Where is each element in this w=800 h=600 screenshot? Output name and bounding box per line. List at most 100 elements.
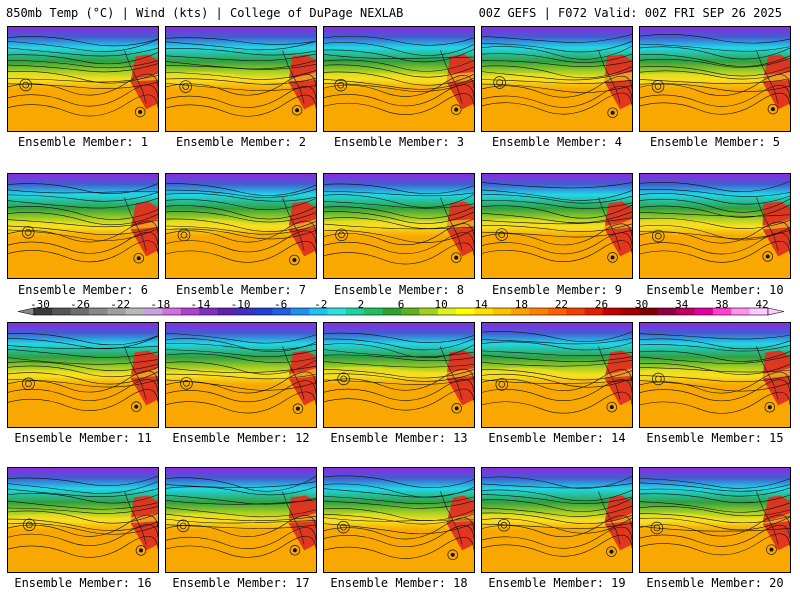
colorbar-bin [70, 308, 90, 315]
colorbar-tick-label: -30 [30, 298, 50, 311]
colorbar-bin [125, 308, 145, 315]
ensemble-map-19 [481, 467, 633, 573]
colorbar-bin [144, 308, 163, 315]
colorbar-bin [712, 308, 732, 315]
ensemble-map-17 [165, 467, 317, 573]
ensemble-member-label: Ensemble Member: 19 [488, 576, 626, 590]
ensemble-member-label: Ensemble Member: 8 [333, 283, 465, 297]
colorbar-tick-label: -10 [230, 298, 251, 311]
colorbar-tick-label: 2 [357, 298, 365, 311]
colorbar-bin [254, 308, 273, 315]
colorbar-bin [309, 308, 328, 315]
colorbar-tick-label: 22 [554, 298, 569, 311]
ensemble-member-label: Ensemble Member: 4 [491, 135, 623, 149]
colorbar-bin [290, 308, 310, 315]
ensemble-map-11 [7, 322, 159, 428]
colorbar-bin [456, 308, 475, 315]
colorbar-tick-label: -2 [314, 298, 328, 311]
run-valid-time: 00Z GEFS | F072 Valid: 00Z FRI SEP 26 20… [478, 6, 782, 20]
ensemble-member-label: Ensemble Member: 1 [17, 135, 149, 149]
colorbar-bin [199, 308, 218, 315]
colorbar-bin [162, 308, 182, 315]
ensemble-member-label: Ensemble Member: 10 [646, 283, 784, 297]
colorbar-bin [511, 308, 530, 315]
colorbar-bin [676, 308, 695, 315]
colorbar-bin [107, 308, 127, 315]
ensemble-map-12 [165, 322, 317, 428]
temperature-colorbar [17, 307, 785, 316]
colorbar-tick-label: 30 [635, 298, 649, 311]
ensemble-map-1 [7, 26, 159, 132]
ensemble-map-6 [7, 173, 159, 279]
colorbar-bin [34, 308, 53, 315]
colorbar-bin [364, 308, 383, 315]
ensemble-map-8 [323, 173, 475, 279]
colorbar-bin [547, 308, 567, 315]
colorbar-bin [492, 308, 512, 315]
ensemble-map-18 [323, 467, 475, 573]
colorbar-bin [217, 308, 237, 315]
ensemble-map-7 [165, 173, 317, 279]
ensemble-member-label: Ensemble Member: 16 [14, 576, 152, 590]
ensemble-member-label: Ensemble Member: 13 [330, 431, 468, 445]
ensemble-map-14 [481, 322, 633, 428]
ensemble-map-9 [481, 173, 633, 279]
ensemble-member-label: Ensemble Member: 12 [172, 431, 310, 445]
colorbar-bin [180, 308, 200, 315]
colorbar-bin [529, 308, 549, 315]
ensemble-map-10 [639, 173, 791, 279]
colorbar-tick-label: 14 [474, 298, 488, 311]
colorbar-bin [89, 308, 108, 315]
colorbar-bin [621, 308, 640, 315]
colorbar-bin [474, 308, 494, 315]
colorbar-tick-label: 42 [755, 298, 769, 311]
colorbar-bin [272, 308, 292, 315]
ensemble-member-label: Ensemble Member: 6 [17, 283, 149, 297]
colorbar-tick-label: -18 [150, 298, 171, 311]
colorbar-bin [52, 308, 71, 315]
colorbar-bin [566, 308, 585, 315]
ensemble-member-label: Ensemble Member: 11 [14, 431, 152, 445]
ensemble-map-20 [639, 467, 791, 573]
map-title: 850mb Temp (°C) | Wind (kts) | College o… [6, 6, 404, 20]
colorbar-tick-label: 26 [594, 298, 609, 311]
ensemble-map-4 [481, 26, 633, 132]
ensemble-map-5 [639, 26, 791, 132]
ensemble-map-16 [7, 467, 159, 573]
ensemble-member-label: Ensemble Member: 9 [491, 283, 623, 297]
colorbar-bin [694, 308, 714, 315]
colorbar-bin [657, 308, 677, 315]
colorbar-bin [235, 308, 255, 315]
ensemble-map-2 [165, 26, 317, 132]
ensemble-member-label: Ensemble Member: 5 [649, 135, 781, 149]
colorbar-bin [419, 308, 438, 315]
ensemble-map-13 [323, 322, 475, 428]
ensemble-member-label: Ensemble Member: 18 [330, 576, 468, 590]
colorbar-tick-label: 18 [514, 298, 528, 311]
ensemble-member-label: Ensemble Member: 14 [488, 431, 626, 445]
colorbar-bin [584, 308, 604, 315]
colorbar-tick-label: -22 [110, 298, 131, 311]
ensemble-member-label: Ensemble Member: 20 [646, 576, 784, 590]
colorbar-tick-label: 38 [715, 298, 729, 311]
colorbar-tick-label: -26 [70, 298, 91, 311]
colorbar-arrow-right [767, 307, 785, 316]
colorbar-tick-label: 6 [397, 298, 405, 311]
colorbar-bin [401, 308, 420, 315]
ensemble-map-15 [639, 322, 791, 428]
colorbar-bin [437, 308, 457, 315]
colorbar-tick-label: 34 [675, 298, 689, 311]
colorbar-bin [345, 308, 365, 315]
colorbar-bin [382, 308, 402, 315]
ensemble-member-label: Ensemble Member: 15 [646, 431, 784, 445]
ensemble-member-label: Ensemble Member: 17 [172, 576, 310, 590]
ensemble-map-3 [323, 26, 475, 132]
ensemble-member-label: Ensemble Member: 2 [175, 135, 307, 149]
ensemble-member-label: Ensemble Member: 7 [175, 283, 307, 297]
colorbar-bin [731, 308, 750, 315]
colorbar-bin [749, 308, 769, 315]
colorbar-tick-label: -14 [190, 298, 211, 311]
colorbar-tick-label: 10 [434, 298, 448, 311]
colorbar-tick-label: -6 [274, 298, 288, 311]
colorbar-bin [602, 308, 622, 315]
